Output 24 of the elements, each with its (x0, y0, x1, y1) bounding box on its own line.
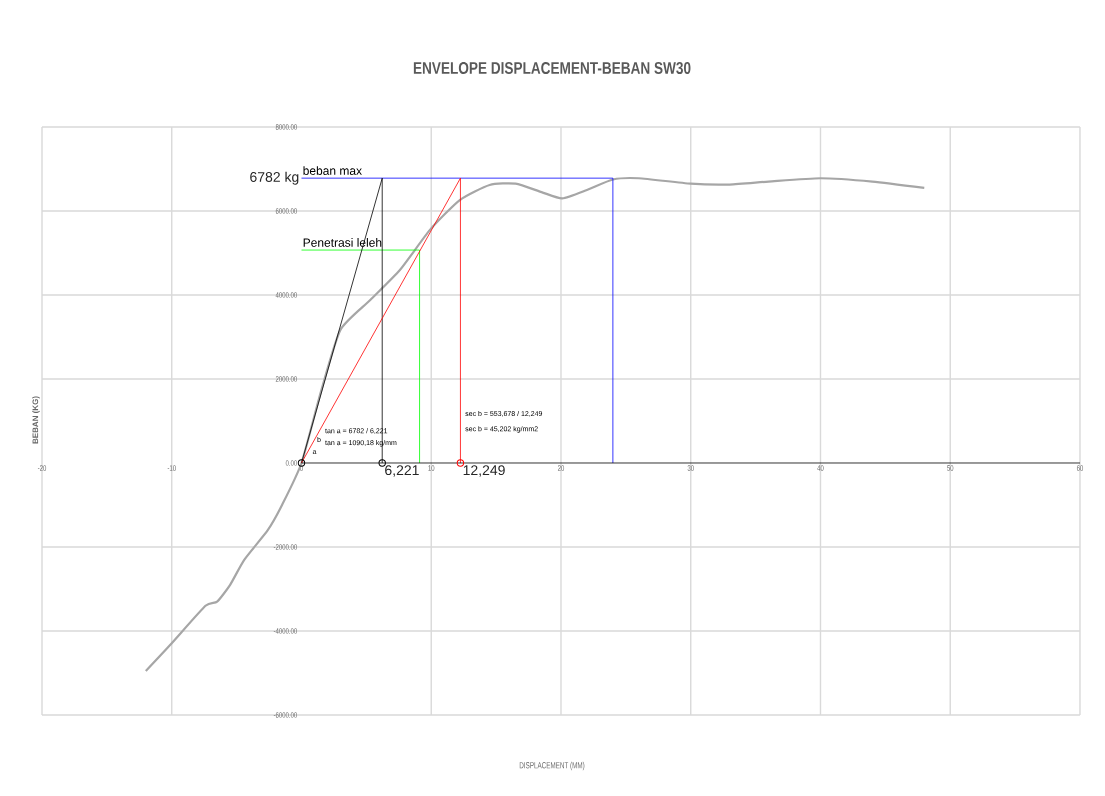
x-tick-label: -20 (37, 465, 47, 471)
x-axis-title: DISPLACEMENT (MM) (519, 761, 585, 771)
x-tick-label: 40 (817, 465, 824, 471)
y-tick-label: 8000.00 (275, 124, 297, 130)
y-tick-label: 4000.00 (275, 292, 297, 298)
x-tick-label: 20 (557, 465, 565, 471)
annotation: 6,221 (385, 465, 419, 477)
chart-title: ENVELOPE DISPLACEMENT-BEBAN SW30 (413, 61, 691, 75)
series-label: beban max (303, 166, 362, 175)
x-tick-label: 50 (947, 465, 954, 471)
y-tick-label: 0.00 (285, 460, 297, 466)
y-tick-label: -6000.00 (273, 712, 297, 718)
annotation: 6782 kg (250, 171, 299, 185)
series-label: Penetrasi leleh (303, 238, 382, 247)
x-tick-label: 60 (1076, 465, 1084, 471)
y-tick-label: -4000.00 (273, 628, 297, 634)
x-tick-label: -10 (167, 465, 176, 471)
y-tick-label: 2000.00 (275, 376, 297, 382)
y-tick-label: 6000.00 (275, 208, 297, 214)
y-axis-title: BEBAN (KG) (32, 396, 40, 444)
annotation: 12,249 (463, 465, 505, 477)
y-tick-label: -2000.00 (273, 544, 297, 550)
x-tick-label: 30 (687, 465, 694, 471)
x-tick-label: 10 (428, 465, 435, 471)
